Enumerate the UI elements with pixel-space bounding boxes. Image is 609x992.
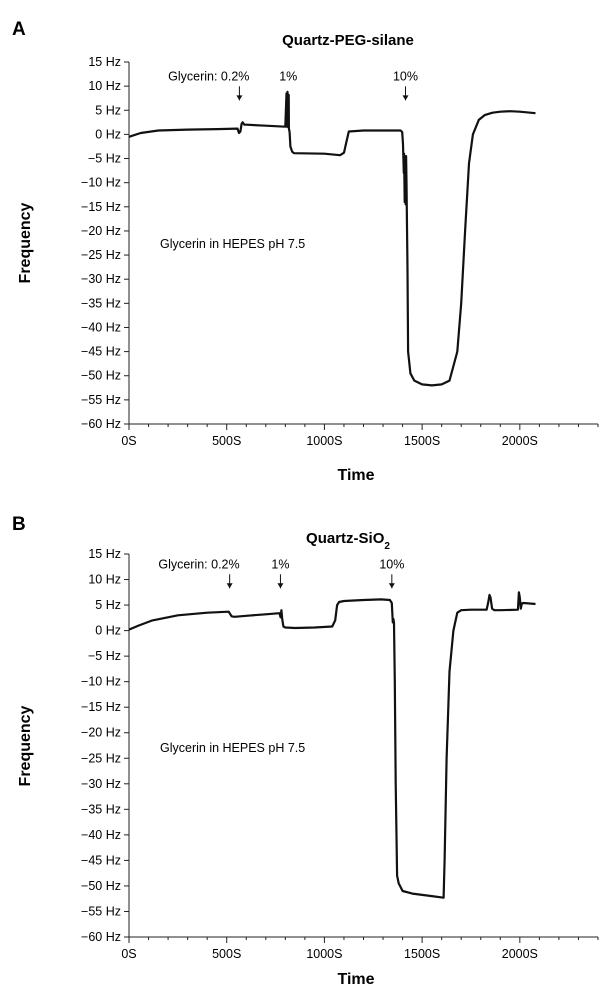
annotation-arrowhead xyxy=(226,583,233,589)
panel-letter: B xyxy=(12,514,26,535)
y-tick-label: −25 Hz xyxy=(81,248,121,262)
frequency-series-line xyxy=(128,90,536,387)
x-axis-title: Time xyxy=(337,467,374,484)
x-tick-label: 2000S xyxy=(502,947,538,961)
chart-title-subscript: 2 xyxy=(384,541,390,552)
x-tick-label: 1000S xyxy=(306,947,342,961)
y-tick-label: −5 Hz xyxy=(88,649,121,663)
y-tick-label: −35 Hz xyxy=(81,296,121,310)
x-tick-label: 1500S xyxy=(404,947,440,961)
annotations: Glycerin: 0.2% 1% 10% xyxy=(158,557,404,589)
chart-title: Quartz-SiO2 xyxy=(306,530,390,552)
y-tick-label: −45 Hz xyxy=(81,345,121,359)
y-tick-label: 15 Hz xyxy=(88,55,121,69)
annotation-label: Glycerin: 0.2% xyxy=(158,557,239,571)
annotation-label: 10% xyxy=(379,557,404,571)
panel-b: B Quartz-SiO2 15 Hz 10 Hz 5 Hz 0 Hz −5 Hz −10… xyxy=(12,514,599,988)
y-tick-label: −50 Hz xyxy=(81,879,121,893)
y-tick-label: −15 Hz xyxy=(81,700,121,714)
x-tick-label: 1000S xyxy=(306,434,342,448)
y-tick-label: −20 Hz xyxy=(81,224,121,238)
y-tick-label: −60 Hz xyxy=(81,930,121,944)
y-tick-label: 15 Hz xyxy=(88,547,121,561)
chart-title-main: Quartz-SiO xyxy=(306,530,385,547)
y-tick-label: −30 Hz xyxy=(81,777,121,791)
buffer-note: Glycerin in HEPES pH 7.5 xyxy=(160,237,305,251)
y-tick-label: −10 Hz xyxy=(81,675,121,689)
y-ticks: 15 Hz 10 Hz 5 Hz 0 Hz −5 Hz −10 Hz −15 Hz −20 H… xyxy=(81,547,129,944)
annotation-label: 1% xyxy=(279,69,297,83)
y-tick-label: −10 Hz xyxy=(81,176,121,190)
panel-a: A Quartz-PEG-silane 15 Hz 10 Hz 5 Hz 0 Hz −5… xyxy=(12,19,599,484)
annotation-label: Glycerin: 0.2% xyxy=(168,69,249,83)
annotation-arrowhead xyxy=(236,95,243,101)
y-tick-label: 0 Hz xyxy=(95,127,121,141)
y-tick-label: −40 Hz xyxy=(81,320,121,334)
y-tick-label: 0 Hz xyxy=(95,624,121,638)
y-tick-label: 10 Hz xyxy=(88,79,121,93)
x-tick-label: 1500S xyxy=(404,434,440,448)
x-tick-label: 500S xyxy=(212,947,241,961)
y-axis-title: Frequency xyxy=(17,202,34,283)
x-tick-label: 0S xyxy=(121,434,136,448)
y-tick-label: 5 Hz xyxy=(95,598,121,612)
annotation-arrowhead xyxy=(277,583,284,589)
y-tick-label: −50 Hz xyxy=(81,369,121,383)
y-tick-label: −45 Hz xyxy=(81,853,121,867)
y-tick-label: −40 Hz xyxy=(81,828,121,842)
annotation-arrowhead xyxy=(388,583,395,589)
y-tick-label: 10 Hz xyxy=(88,573,121,587)
x-ticks: 0S 500S 1000S 1500S 2000S xyxy=(121,424,599,448)
annotation-label: 1% xyxy=(271,557,289,571)
y-tick-label: −30 Hz xyxy=(81,272,121,286)
buffer-note: Glycerin in HEPES pH 7.5 xyxy=(160,741,305,755)
annotation-label: 10% xyxy=(393,69,418,83)
y-tick-label: −5 Hz xyxy=(88,152,121,166)
chart-title: Quartz-PEG-silane xyxy=(282,32,414,49)
x-tick-label: 0S xyxy=(121,947,136,961)
chart-title-main: Quartz-PEG-silane xyxy=(282,32,414,49)
x-tick-label: 2000S xyxy=(502,434,538,448)
y-ticks: 15 Hz 10 Hz 5 Hz 0 Hz −5 Hz −10 Hz −15 Hz −20 H… xyxy=(81,55,129,431)
x-ticks: 0S 500S 1000S 1500S 2000S xyxy=(121,937,599,961)
y-tick-label: −35 Hz xyxy=(81,802,121,816)
x-axis-title: Time xyxy=(337,971,374,988)
y-tick-label: −25 Hz xyxy=(81,751,121,765)
x-tick-label: 500S xyxy=(212,434,241,448)
y-tick-label: −20 Hz xyxy=(81,726,121,740)
y-tick-label: −60 Hz xyxy=(81,417,121,431)
y-tick-label: −55 Hz xyxy=(81,904,121,918)
annotation-arrowhead xyxy=(402,95,409,101)
annotations: Glycerin: 0.2% 1% 10% xyxy=(168,69,418,101)
panel-letter: A xyxy=(12,19,26,40)
y-tick-label: 5 Hz xyxy=(95,103,121,117)
y-tick-label: −15 Hz xyxy=(81,200,121,214)
frequency-series-line xyxy=(128,591,536,899)
y-axis-title: Frequency xyxy=(17,705,34,786)
y-tick-label: −55 Hz xyxy=(81,393,121,407)
